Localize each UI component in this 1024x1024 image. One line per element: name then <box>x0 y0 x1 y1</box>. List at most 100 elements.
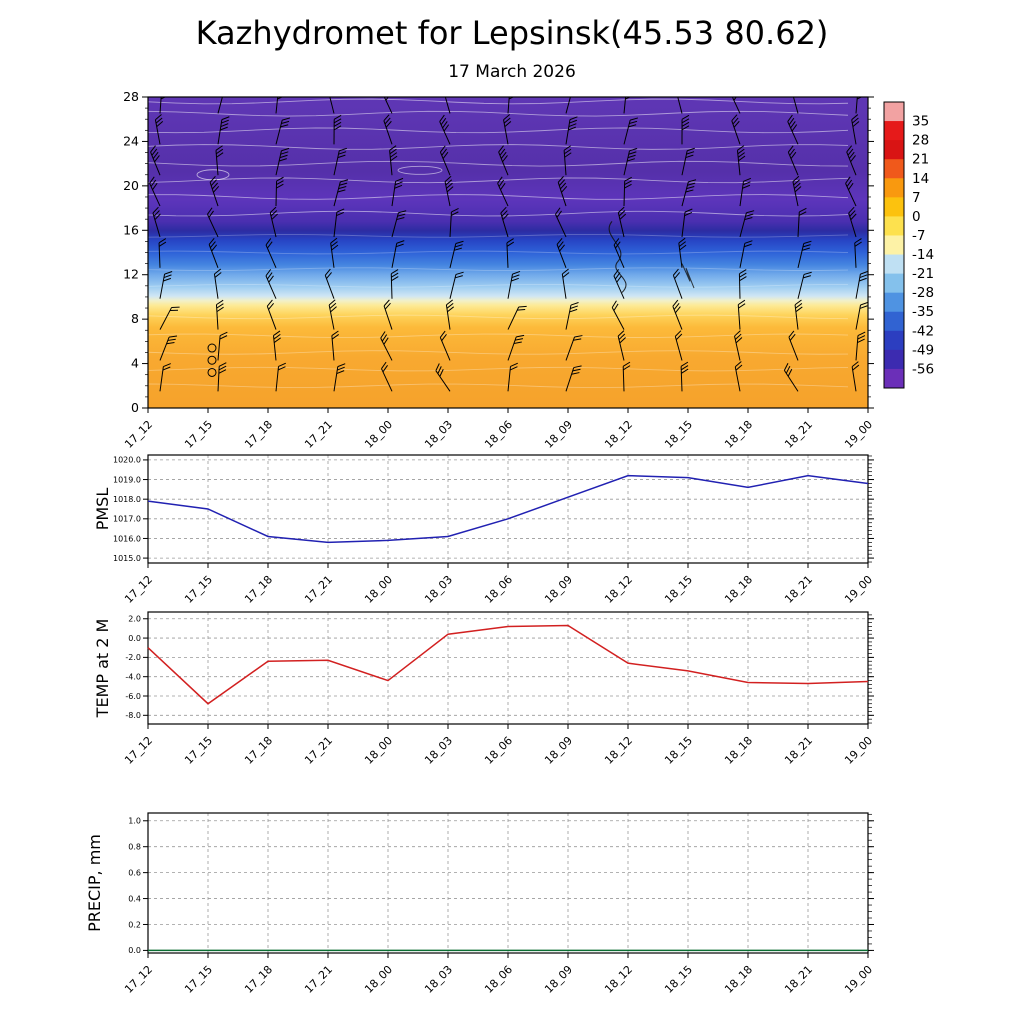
y-tick-label: 1.0 <box>128 817 141 826</box>
x-tick-label: 18_15 <box>662 963 695 996</box>
wind-barbs <box>149 97 868 392</box>
x-tick-label: 18_09 <box>542 418 575 451</box>
pmsl-line <box>147 474 869 544</box>
date-subtitle: 17 March 2026 <box>448 62 576 82</box>
x-tick-label: 19_00 <box>842 573 875 606</box>
colorbar-tick-label: -42 <box>912 323 934 339</box>
x-tick-label: 17_21 <box>302 418 335 451</box>
x-tick-label: 18_03 <box>422 573 455 606</box>
temp-2m-panel: 2.0 0.0 -2.0 -4.0 -6.0 -8.0 TEMP at 2 M <box>93 611 874 725</box>
y-tick-label: 1018.0 <box>113 495 141 504</box>
x-tick-label: 18_03 <box>422 963 455 996</box>
x-tick-label: 18_00 <box>362 734 395 767</box>
colorbar-tick-label: 21 <box>912 152 929 168</box>
x-tick-label: 18_18 <box>722 734 755 767</box>
temp-2m-ylabel: TEMP at 2 M <box>93 619 112 719</box>
x-tick-label: 17_18 <box>242 963 275 996</box>
x-tick-label: 18_15 <box>662 734 695 767</box>
y-tick-label: 0.0 <box>128 946 141 955</box>
y-tick-label: 8 <box>131 311 139 326</box>
colorbar-tick-label: 28 <box>912 133 929 149</box>
y-tick-label: 1015.0 <box>113 554 141 563</box>
x-tick-label: 17_18 <box>242 418 275 451</box>
calm-circle <box>207 343 217 353</box>
x-tick-label: 18_21 <box>782 573 815 606</box>
colorbar-tick-label: -49 <box>912 342 934 358</box>
y-tick-label: 2.0 <box>128 615 141 624</box>
y-tick-label: 20 <box>123 178 139 193</box>
y-tick-label: 28 <box>123 89 139 104</box>
x-tick-label: 17_21 <box>302 573 335 606</box>
x-tick-label: 18_12 <box>602 734 635 767</box>
x-tick-label: 18_06 <box>482 573 515 606</box>
x-tick-label: 17_15 <box>182 573 215 606</box>
precip-ylabel: PRECIP, mm <box>85 834 104 932</box>
y-tick-label: -2.0 <box>125 653 141 662</box>
x-tick-label: 17_21 <box>302 963 335 996</box>
temp-2m-line <box>147 624 869 705</box>
calm-circle <box>207 355 217 365</box>
x-tick-label: 19_00 <box>842 963 875 996</box>
calm-circle <box>207 367 217 377</box>
y-tick-label: 4 <box>131 356 139 371</box>
x-tick-label: 17_12 <box>122 963 155 996</box>
colorbar-tick-label: -28 <box>912 285 934 301</box>
x-tick-label: 18_00 <box>362 573 395 606</box>
temp-2m-x-axis: 17_12 17_15 17_18 17_21 18_00 18_03 18_06 18_09… <box>122 724 875 767</box>
x-tick-label: 18_09 <box>542 963 575 996</box>
x-tick-label: 17_12 <box>122 418 155 451</box>
precip-x-axis: 17_12 17_15 17_18 17_21 18_00 18_03 18_06 18_09… <box>122 953 875 996</box>
y-tick-label: 0.2 <box>128 920 141 929</box>
x-tick-label: 18_03 <box>422 418 455 451</box>
x-tick-label: 19_00 <box>842 734 875 767</box>
x-tick-label: 18_09 <box>542 573 575 606</box>
x-tick-label: 17_18 <box>242 573 275 606</box>
y-tick-label: 0.8 <box>128 843 141 852</box>
x-tick-label: 18_03 <box>422 734 455 767</box>
colorbar-tick-label: -21 <box>912 266 934 282</box>
colorbar-tick-label: 35 <box>912 114 929 130</box>
x-tick-label: 17_15 <box>182 734 215 767</box>
colorbar-tick-label: 14 <box>912 171 929 187</box>
y-tick-label: 24 <box>123 133 139 148</box>
x-tick-label: 18_18 <box>722 418 755 451</box>
cross-section-x-axis: 17_12 17_15 17_18 17_21 18_00 18_03 18_06 18_09… <box>122 408 875 451</box>
x-tick-label: 18_15 <box>662 418 695 451</box>
x-tick-label: 18_06 <box>482 734 515 767</box>
x-tick-label: 17_18 <box>242 734 275 767</box>
pmsl-ylabel: PMSL <box>93 488 112 531</box>
x-tick-label: 18_21 <box>782 418 815 451</box>
y-tick-label: 16 <box>123 222 139 237</box>
colorbar-tick-label: 0 <box>912 209 921 225</box>
temperature-field <box>148 97 868 408</box>
x-tick-label: 18_21 <box>782 734 815 767</box>
x-tick-label: 18_12 <box>602 963 635 996</box>
y-tick-label: 1016.0 <box>113 534 141 543</box>
temperature-colorbar: 35 28 21 14 7 0 -7 -14 -21 -28 -35 -42 -49 -56 <box>883 101 934 389</box>
y-tick-label: 1019.0 <box>113 475 141 484</box>
x-tick-label: 18_06 <box>482 418 515 451</box>
y-tick-label: 0.4 <box>128 894 141 903</box>
y-tick-label: 1017.0 <box>113 515 141 524</box>
temperature-cross-section: 0 4 8 12 16 20 24 28 <box>123 89 874 415</box>
x-tick-label: 17_21 <box>302 734 335 767</box>
x-tick-label: 18_00 <box>362 418 395 451</box>
x-tick-label: 17_15 <box>182 418 215 451</box>
colorbar-tick-label: 7 <box>912 190 921 206</box>
colorbar-tick-label: -14 <box>912 247 934 263</box>
x-tick-label: 17_15 <box>182 963 215 996</box>
x-tick-label: 18_09 <box>542 734 575 767</box>
x-tick-label: 18_12 <box>602 573 635 606</box>
dark-contour <box>681 263 695 289</box>
colorbar-tick-label: -7 <box>912 228 925 244</box>
y-tick-label: 0.0 <box>128 634 141 643</box>
y-tick-label: -8.0 <box>125 711 141 720</box>
x-tick-label: 18_06 <box>482 963 515 996</box>
pmsl-panel: 1020.0 1019.0 1018.0 1017.0 1016.0 1015.0 PMSL <box>93 454 874 564</box>
y-tick-label: 1020.0 <box>113 456 141 465</box>
y-tick-label: 0 <box>131 400 139 415</box>
colorbar-tick-label: -56 <box>912 361 934 377</box>
x-tick-label: 18_18 <box>722 573 755 606</box>
dark-contour <box>608 221 627 293</box>
